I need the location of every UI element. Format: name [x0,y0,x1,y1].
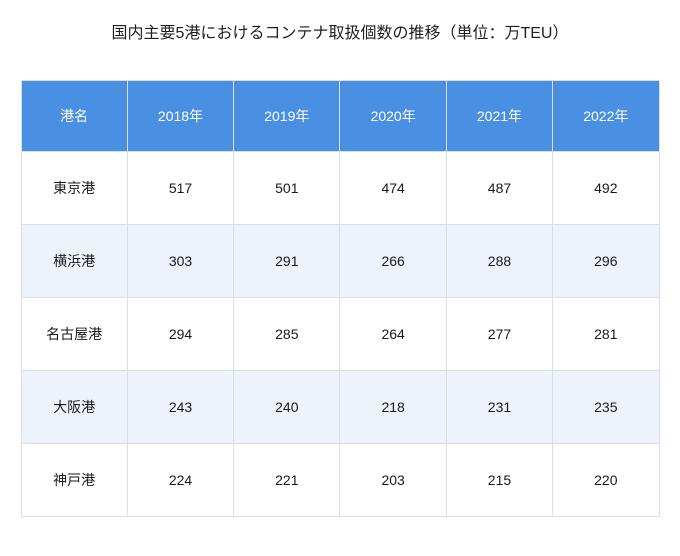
port-name-cell: 横浜港 [20,224,128,299]
table-row-yokohama: 横浜港 303 291 266 288 296 [20,224,660,299]
value-cell: 303 [126,224,235,299]
value-cell: 266 [339,224,447,299]
value-cell: 296 [552,224,660,299]
value-cell: 517 [126,151,235,226]
table-row-kobe: 神戸港 224 221 203 215 220 [20,443,660,518]
value-cell: 203 [339,443,447,518]
value-cell: 235 [552,370,660,445]
value-cell: 294 [126,297,235,372]
value-cell: 220 [552,443,660,518]
column-header-2018: 2018年 [126,80,235,153]
column-header-2019: 2019年 [233,80,341,153]
port-name-cell: 大阪港 [20,370,128,445]
value-cell: 492 [552,151,660,226]
column-header-2020: 2020年 [339,80,447,153]
value-cell: 243 [126,370,235,445]
value-cell: 291 [233,224,341,299]
column-header-2021: 2021年 [445,80,554,153]
table-header-row: 港名 2018年 2019年 2020年 2021年 2022年 [20,80,660,153]
table-row-nagoya: 名古屋港 294 285 264 277 281 [20,297,660,372]
value-cell: 240 [233,370,341,445]
column-header-2022: 2022年 [552,80,660,153]
table-row-osaka: 大阪港 243 240 218 231 235 [20,370,660,445]
value-cell: 501 [233,151,341,226]
container-throughput-table: 港名 2018年 2019年 2020年 2021年 2022年 東京港 517… [20,80,660,518]
value-cell: 264 [339,297,447,372]
value-cell: 281 [552,297,660,372]
value-cell: 215 [445,443,554,518]
value-cell: 218 [339,370,447,445]
value-cell: 285 [233,297,341,372]
port-name-cell: 東京港 [20,151,128,226]
value-cell: 474 [339,151,447,226]
value-cell: 231 [445,370,554,445]
column-header-port: 港名 [20,80,128,153]
value-cell: 224 [126,443,235,518]
value-cell: 221 [233,443,341,518]
port-name-cell: 名古屋港 [20,297,128,372]
port-name-cell: 神戸港 [20,443,128,518]
value-cell: 487 [445,151,554,226]
table-row-tokyo: 東京港 517 501 474 487 492 [20,151,660,226]
value-cell: 277 [445,297,554,372]
value-cell: 288 [445,224,554,299]
page-title: 国内主要5港におけるコンテナ取扱個数の推移（単位：万TEU） [111,25,569,42]
